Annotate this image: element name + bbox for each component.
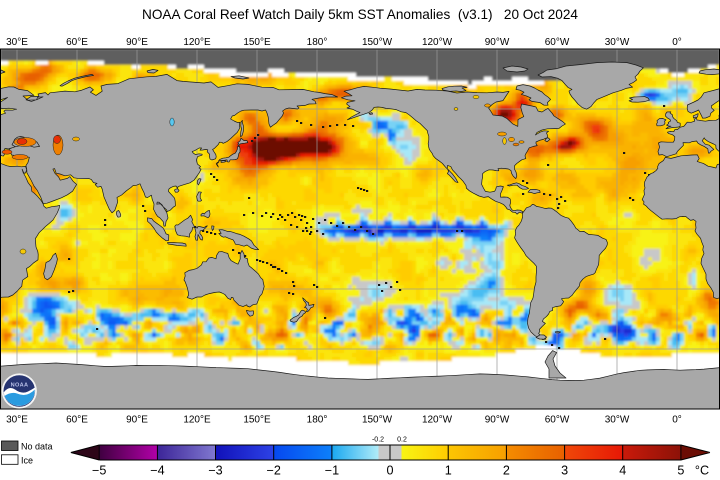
svg-text:90°W: 90°W: [485, 37, 510, 48]
svg-text:NOAA Coral Reef Watch Daily 5k: NOAA Coral Reef Watch Daily 5km SST Anom…: [142, 7, 578, 22]
svg-text:180°: 180°: [307, 37, 328, 48]
svg-text:90°W: 90°W: [485, 415, 510, 426]
svg-text:30°E: 30°E: [6, 37, 28, 48]
svg-text:120°W: 120°W: [422, 37, 453, 48]
svg-text:-0.2: -0.2: [372, 437, 384, 444]
svg-text:30°W: 30°W: [605, 415, 630, 426]
svg-text:−3: −3: [208, 464, 222, 478]
svg-text:0°: 0°: [672, 37, 682, 48]
svg-text:150°W: 150°W: [362, 415, 393, 426]
svg-text:−1: −1: [325, 464, 339, 478]
svg-text:120°W: 120°W: [422, 415, 453, 426]
svg-text:0.2: 0.2: [397, 437, 407, 444]
svg-text:4: 4: [619, 464, 626, 478]
svg-text:1: 1: [445, 464, 452, 478]
svg-text:2: 2: [503, 464, 510, 478]
svg-text:120°E: 120°E: [183, 415, 211, 426]
svg-text:60°E: 60°E: [66, 415, 88, 426]
svg-text:60°W: 60°W: [545, 415, 570, 426]
svg-text:−4: −4: [150, 464, 164, 478]
svg-text:30°W: 30°W: [605, 37, 630, 48]
svg-text:°C: °C: [695, 464, 709, 478]
svg-text:−5: −5: [92, 464, 106, 478]
svg-text:90°E: 90°E: [126, 37, 148, 48]
svg-text:NOAA: NOAA: [11, 383, 29, 389]
svg-text:5: 5: [677, 464, 684, 478]
svg-text:3: 3: [561, 464, 568, 478]
svg-text:−2: −2: [267, 464, 281, 478]
svg-text:90°E: 90°E: [126, 415, 148, 426]
svg-text:60°W: 60°W: [545, 37, 570, 48]
svg-text:180°: 180°: [307, 415, 328, 426]
svg-text:60°E: 60°E: [66, 37, 88, 48]
svg-text:30°E: 30°E: [6, 415, 28, 426]
svg-text:150°W: 150°W: [362, 37, 393, 48]
svg-text:150°E: 150°E: [243, 415, 271, 426]
svg-text:No data: No data: [21, 442, 53, 452]
svg-text:120°E: 120°E: [183, 37, 211, 48]
svg-text:0°: 0°: [672, 415, 682, 426]
svg-text:Ice: Ice: [21, 455, 33, 465]
svg-text:150°E: 150°E: [243, 37, 271, 48]
svg-text:0: 0: [386, 464, 393, 478]
